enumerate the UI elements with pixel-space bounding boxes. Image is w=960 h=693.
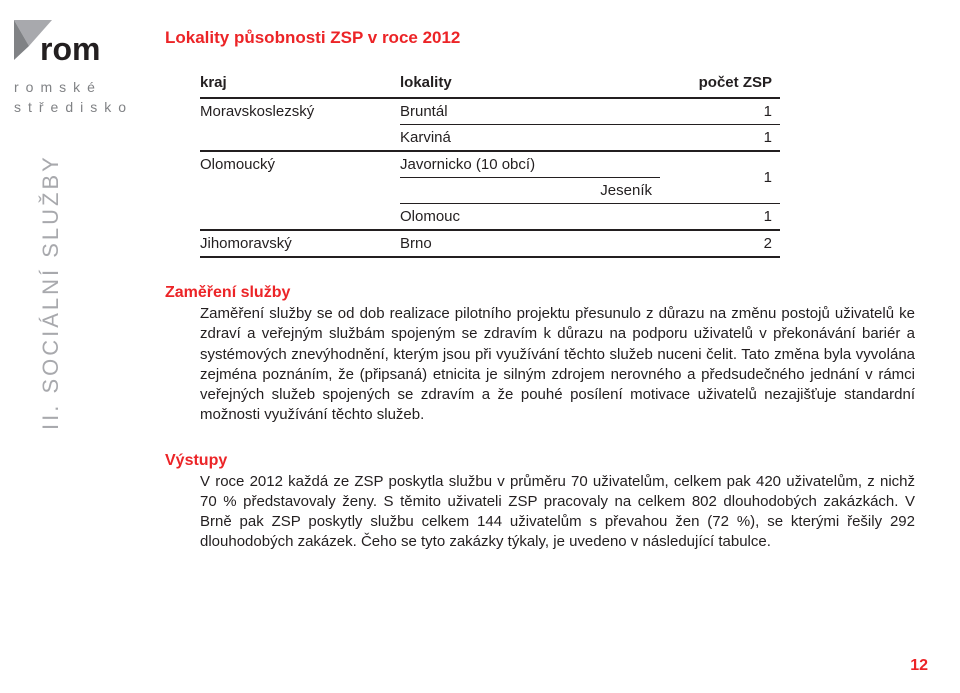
section-title: Lokality působnosti ZSP v roce 2012 [165,28,915,48]
col-lokality: lokality [400,70,660,98]
cell-kraj: Olomoucký [200,151,400,230]
cell-lokality: Bruntál [400,98,660,125]
logo-subtitle: romské středisko [14,78,134,117]
logo-word: rom [40,31,100,67]
logo-line2: středisko [14,98,134,118]
table-row: Olomoucký Javornicko (10 obcí) 1 [200,151,780,178]
logo-line1: romské [14,78,134,98]
cell-lokality: Brno [400,230,660,257]
vystupy-text: V roce 2012 každá ze ZSP poskytla službu… [165,472,915,553]
cell-kraj: Moravskoslezský [200,98,400,151]
cell-count: 1 [660,125,780,152]
section-vertical-label: II. Sociální služby [38,154,64,430]
cell-count: 2 [660,230,780,257]
col-pocet: počet ZSP [660,70,780,98]
logo: rom romské středisko [14,20,134,117]
cell-count: 1 [660,151,780,204]
cell-kraj: Jihomoravský [200,230,400,257]
cell-count: 1 [660,204,780,231]
table-row: Moravskoslezský Bruntál 1 [200,98,780,125]
table-header-row: kraj lokality počet ZSP [200,70,780,98]
cell-lokality: Javornicko (10 obcí) [400,151,660,178]
page-number: 12 [910,657,928,675]
cell-lokality: Jeseník [400,178,660,204]
cell-lokality: Karviná [400,125,660,152]
col-kraj: kraj [200,70,400,98]
logo-mark: rom [14,20,109,72]
locality-table: kraj lokality počet ZSP Moravskoslezský … [200,70,780,258]
zamereni-title: Zaměření služby [165,284,915,302]
vystupy-title: Výstupy [165,452,915,470]
main-content: Lokality působnosti ZSP v roce 2012 kraj… [165,28,915,553]
table-row: Jihomoravský Brno 2 [200,230,780,257]
cell-lokality: Olomouc [400,204,660,231]
cell-count: 1 [660,98,780,125]
zamereni-text: Zaměření služby se od dob realizace pilo… [165,304,915,426]
